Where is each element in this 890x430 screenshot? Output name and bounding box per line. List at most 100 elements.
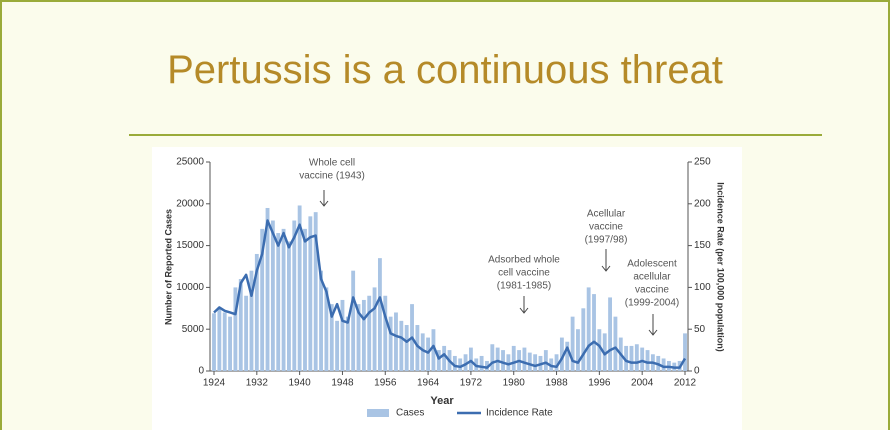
x-tick-label: 1924: [203, 378, 226, 389]
x-tick-label: 2004: [631, 378, 654, 389]
bar: [319, 270, 323, 371]
annotation: Adsorbed whole: [488, 255, 560, 266]
bar: [613, 316, 618, 371]
y2-tick-label: 250: [694, 157, 711, 168]
bar: [313, 212, 318, 371]
bar: [501, 350, 505, 371]
annotation: cell vaccine: [498, 268, 550, 279]
bar: [249, 270, 254, 371]
bar: [212, 313, 216, 371]
y-tick-label: 15000: [176, 240, 204, 251]
line: [213, 219, 687, 369]
bar: [581, 308, 586, 371]
bar: [634, 344, 639, 371]
annotation: Adolescent: [627, 259, 677, 270]
bar: [570, 316, 575, 371]
bar: [452, 355, 457, 371]
annotation-arrowhead: [319, 200, 329, 207]
bar: [394, 312, 398, 371]
bar: [479, 355, 484, 371]
bar: [303, 228, 307, 371]
annotation-arrowhead: [601, 265, 611, 272]
bar: [640, 347, 645, 371]
bar: [351, 270, 356, 371]
annotation-arrowhead: [648, 329, 658, 336]
bar: [388, 316, 393, 371]
bar: [217, 308, 222, 371]
bar: [324, 287, 329, 371]
bar: [495, 347, 500, 371]
y-tick-label: 25000: [176, 157, 204, 168]
bar: [254, 253, 259, 371]
x-tick-label: 1996: [588, 378, 611, 389]
bar: [468, 347, 473, 371]
legend-label: Incidence Rate: [486, 408, 553, 419]
bar: [404, 325, 409, 371]
bar: [506, 354, 511, 371]
x-tick-label: 1956: [374, 378, 397, 389]
bar: [222, 312, 227, 371]
y2-tick-label: 150: [694, 240, 711, 251]
bar: [377, 258, 382, 371]
bar: [228, 316, 232, 371]
x-tick-label: 1964: [417, 378, 440, 389]
bar: [645, 350, 650, 371]
bar: [399, 320, 404, 371]
y-axis-label: Number of Reported Cases: [163, 209, 173, 325]
x-tick-label: 1972: [460, 378, 483, 389]
bar: [683, 333, 687, 371]
x-tick-label: 1988: [545, 378, 568, 389]
y-tick-label: 0: [198, 366, 204, 377]
bar: [543, 350, 548, 371]
bar: [244, 295, 249, 371]
bar: [361, 299, 366, 371]
bar: [345, 316, 350, 371]
annotation: vaccine: [635, 285, 669, 296]
bar: [511, 345, 516, 371]
bar: [233, 287, 238, 371]
bar: [270, 220, 275, 371]
bar: [238, 279, 243, 371]
bar: [431, 329, 436, 371]
bar: [335, 320, 340, 371]
y-tick-label: 5000: [182, 324, 205, 335]
x-tick-label: 1948: [331, 378, 354, 389]
y2-tick-label: 200: [694, 198, 711, 209]
bar: [527, 352, 532, 371]
bar: [661, 358, 666, 371]
bar: [367, 295, 372, 371]
bar: [287, 241, 291, 371]
bar: [586, 287, 591, 371]
bar: [624, 345, 629, 371]
annotation: vaccine: [589, 222, 623, 233]
bar: [463, 354, 468, 371]
bar: [458, 358, 463, 371]
x-axis-label: Year: [430, 395, 454, 407]
bar: [308, 216, 313, 371]
annotation-arrowhead: [519, 307, 529, 314]
y-tick-label: 20000: [176, 198, 204, 209]
bar: [442, 345, 447, 371]
bar: [260, 228, 265, 371]
bar: [292, 220, 297, 371]
x-tick-label: 1932: [246, 378, 269, 389]
x-tick-label: 1940: [289, 378, 312, 389]
bar: [356, 304, 361, 371]
annotation: (1997/98): [585, 235, 628, 246]
bar: [426, 337, 431, 371]
bar: [592, 294, 596, 371]
bar: [276, 233, 281, 371]
legend-swatch: [367, 409, 389, 417]
bar: [297, 205, 302, 371]
bar: [576, 329, 580, 371]
bar: [565, 341, 570, 371]
bar: [265, 207, 270, 371]
y-tick-label: 10000: [176, 282, 204, 293]
bar: [533, 354, 538, 371]
bar: [522, 347, 527, 371]
bar: [420, 333, 425, 371]
bar: [281, 228, 286, 371]
annotation: (1981-1985): [497, 281, 551, 292]
